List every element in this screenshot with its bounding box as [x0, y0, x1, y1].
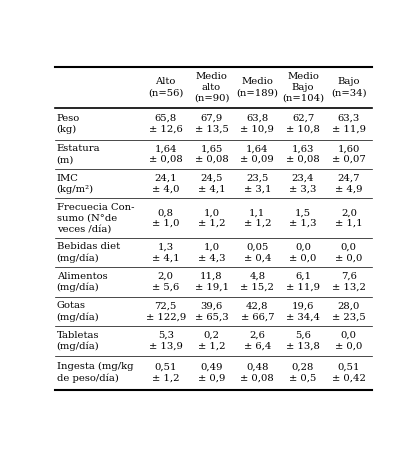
Text: 67,9
± 13,5: 67,9 ± 13,5 — [195, 114, 228, 134]
Text: 0,51
± 0,42: 0,51 ± 0,42 — [332, 363, 366, 383]
Text: Peso
(kg): Peso (kg) — [57, 114, 80, 134]
Text: Alto
(n=56): Alto (n=56) — [148, 77, 183, 97]
Text: 63,3
± 11,9: 63,3 ± 11,9 — [332, 114, 366, 134]
Text: 4,8
± 15,2: 4,8 ± 15,2 — [240, 272, 274, 292]
Text: 1,0
± 1,2: 1,0 ± 1,2 — [198, 208, 225, 228]
Text: 2,0
± 5,6: 2,0 ± 5,6 — [152, 272, 179, 292]
Text: 19,6
± 34,4: 19,6 ± 34,4 — [286, 302, 320, 321]
Text: 5,3
± 13,9: 5,3 ± 13,9 — [149, 331, 183, 351]
Text: Frecuecia Con-
sumo (N°de
veces /día): Frecuecia Con- sumo (N°de veces /día) — [57, 203, 134, 233]
Text: 1,64
± 0,08: 1,64 ± 0,08 — [149, 144, 183, 164]
Text: 0,49
± 0,9: 0,49 ± 0,9 — [198, 363, 225, 383]
Text: Estatura
(m): Estatura (m) — [57, 144, 100, 164]
Text: 0,48
± 0,08: 0,48 ± 0,08 — [240, 363, 274, 383]
Text: Medio
alto
(n=90): Medio alto (n=90) — [194, 72, 229, 103]
Text: 5,6
± 13,8: 5,6 ± 13,8 — [286, 331, 320, 351]
Text: 0,0
± 0,0: 0,0 ± 0,0 — [335, 243, 363, 262]
Text: 62,7
± 10,8: 62,7 ± 10,8 — [286, 114, 320, 134]
Text: Gotas
(mg/día): Gotas (mg/día) — [57, 301, 100, 322]
Text: 1,63
± 0,08: 1,63 ± 0,08 — [286, 144, 320, 164]
Text: 1,5
± 1,3: 1,5 ± 1,3 — [289, 208, 317, 228]
Text: 42,8
± 66,7: 42,8 ± 66,7 — [240, 302, 274, 321]
Text: 39,6
± 65,3: 39,6 ± 65,3 — [195, 302, 228, 321]
Text: IMC
(kg/m²): IMC (kg/m²) — [57, 174, 94, 193]
Text: 0,05
± 0,4: 0,05 ± 0,4 — [244, 243, 271, 262]
Text: 2,6
± 6,4: 2,6 ± 6,4 — [244, 331, 271, 351]
Text: 7,6
± 13,2: 7,6 ± 13,2 — [332, 272, 366, 292]
Text: Alimentos
(mg/día): Alimentos (mg/día) — [57, 272, 107, 292]
Text: 23,5
± 3,1: 23,5 ± 3,1 — [244, 174, 271, 193]
Text: Bebidas diet
(mg/día): Bebidas diet (mg/día) — [57, 242, 120, 263]
Text: Medio
Bajo
(n=104): Medio Bajo (n=104) — [282, 72, 324, 103]
Text: 1,3
± 4,1: 1,3 ± 4,1 — [152, 243, 180, 262]
Text: 24,7
± 4,9: 24,7 ± 4,9 — [335, 174, 363, 193]
Text: 1,60
± 0,07: 1,60 ± 0,07 — [332, 144, 366, 164]
Text: 1,1
± 1,2: 1,1 ± 1,2 — [244, 208, 271, 228]
Text: 0,0
± 0,0: 0,0 ± 0,0 — [335, 331, 363, 351]
Text: 2,0
± 1,1: 2,0 ± 1,1 — [335, 208, 363, 228]
Text: 0,0
± 0,0: 0,0 ± 0,0 — [290, 243, 317, 262]
Text: Ingesta (mg/kg
de peso/día): Ingesta (mg/kg de peso/día) — [57, 363, 133, 383]
Text: 6,1
± 11,9: 6,1 ± 11,9 — [286, 272, 320, 292]
Text: 1,64
± 0,09: 1,64 ± 0,09 — [240, 144, 274, 164]
Text: 11,8
± 19,1: 11,8 ± 19,1 — [195, 272, 228, 292]
Text: 1,65
± 0,08: 1,65 ± 0,08 — [195, 144, 228, 164]
Text: Bajo
(n=34): Bajo (n=34) — [331, 77, 367, 97]
Text: Tabletas
(mg/día): Tabletas (mg/día) — [57, 331, 100, 351]
Text: 0,2
± 1,2: 0,2 ± 1,2 — [198, 331, 225, 351]
Text: 0,8
± 1,0: 0,8 ± 1,0 — [152, 208, 180, 228]
Text: 24,5
± 4,1: 24,5 ± 4,1 — [198, 174, 225, 193]
Text: 24,1
± 4,0: 24,1 ± 4,0 — [152, 174, 180, 193]
Text: 65,8
± 12,6: 65,8 ± 12,6 — [149, 114, 183, 134]
Text: 0,28
± 0,5: 0,28 ± 0,5 — [290, 363, 317, 383]
Text: 72,5
± 122,9: 72,5 ± 122,9 — [146, 302, 186, 321]
Text: 28,0
± 23,5: 28,0 ± 23,5 — [332, 302, 366, 321]
Text: 1,0
± 4,3: 1,0 ± 4,3 — [198, 243, 225, 262]
Text: Medio
(n=189): Medio (n=189) — [236, 77, 278, 97]
Text: 63,8
± 10,9: 63,8 ± 10,9 — [240, 114, 274, 134]
Text: 23,4
± 3,3: 23,4 ± 3,3 — [290, 174, 317, 193]
Text: 0,51
± 1,2: 0,51 ± 1,2 — [152, 363, 180, 383]
